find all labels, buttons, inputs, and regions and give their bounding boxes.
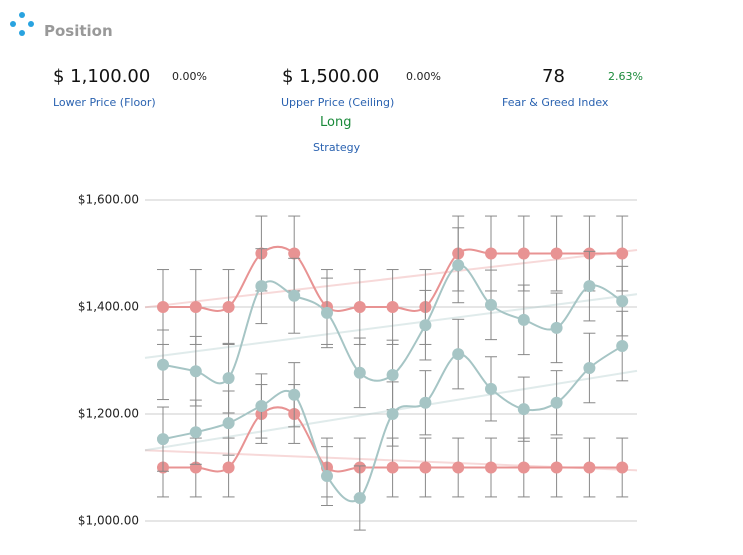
point (616, 461, 629, 474)
point (255, 280, 268, 293)
stat-change: 0.00% (172, 70, 207, 83)
point (583, 461, 596, 474)
point (452, 348, 465, 361)
point (353, 301, 366, 313)
point (157, 358, 169, 371)
point (583, 280, 596, 293)
point (419, 319, 432, 332)
point (222, 372, 235, 385)
point (485, 298, 497, 311)
stat-label: Upper Price (Ceiling) (281, 96, 395, 109)
point (288, 388, 301, 401)
point (321, 306, 333, 319)
stat-label: Fear & Greed Index (502, 96, 609, 109)
point (222, 301, 235, 313)
point (485, 382, 497, 395)
point (517, 403, 530, 416)
point (419, 396, 432, 409)
point (386, 461, 399, 474)
y-tick-label: $1,600.00 (78, 193, 139, 207)
point (485, 461, 497, 474)
point (616, 247, 629, 260)
strategy-value: Long (320, 115, 352, 130)
series-line (162, 345, 623, 503)
header-title: Position (44, 22, 113, 40)
point (353, 491, 366, 504)
point (517, 313, 530, 326)
point (517, 247, 530, 260)
point (222, 417, 235, 430)
point (189, 301, 202, 313)
point (550, 321, 563, 334)
point (517, 461, 530, 474)
stat-value: $ 1,500.00 (282, 66, 380, 87)
trend-line (144, 248, 638, 309)
point (550, 461, 563, 474)
point (288, 247, 301, 260)
point (583, 361, 596, 374)
point (616, 295, 629, 308)
point (386, 368, 399, 381)
y-tick-label: $1,400.00 (78, 300, 139, 314)
stat-label: Lower Price (Floor) (53, 96, 156, 109)
point (485, 247, 497, 260)
point (189, 426, 202, 439)
point (288, 289, 301, 302)
point (386, 301, 399, 313)
point (452, 259, 465, 272)
point (550, 247, 563, 260)
point (189, 365, 202, 378)
stat-value: 78 (542, 66, 565, 87)
point (157, 301, 169, 313)
point (616, 340, 629, 353)
trend-line (144, 293, 638, 359)
point (386, 408, 399, 420)
point (550, 396, 563, 409)
strategy-label: Strategy (313, 141, 361, 154)
stat-change: 2.63% (608, 70, 643, 83)
point (157, 433, 169, 446)
y-tick-label: $1,200.00 (78, 407, 139, 421)
point (452, 461, 465, 474)
point (321, 470, 333, 483)
point (353, 366, 366, 379)
point (419, 461, 432, 474)
y-tick-label: $1,000.00 (78, 514, 139, 528)
stat-value: $ 1,100.00 (53, 66, 151, 87)
stat-change: 0.00% (406, 70, 441, 83)
point (222, 461, 235, 474)
position-icon (10, 12, 34, 36)
point (255, 399, 268, 412)
